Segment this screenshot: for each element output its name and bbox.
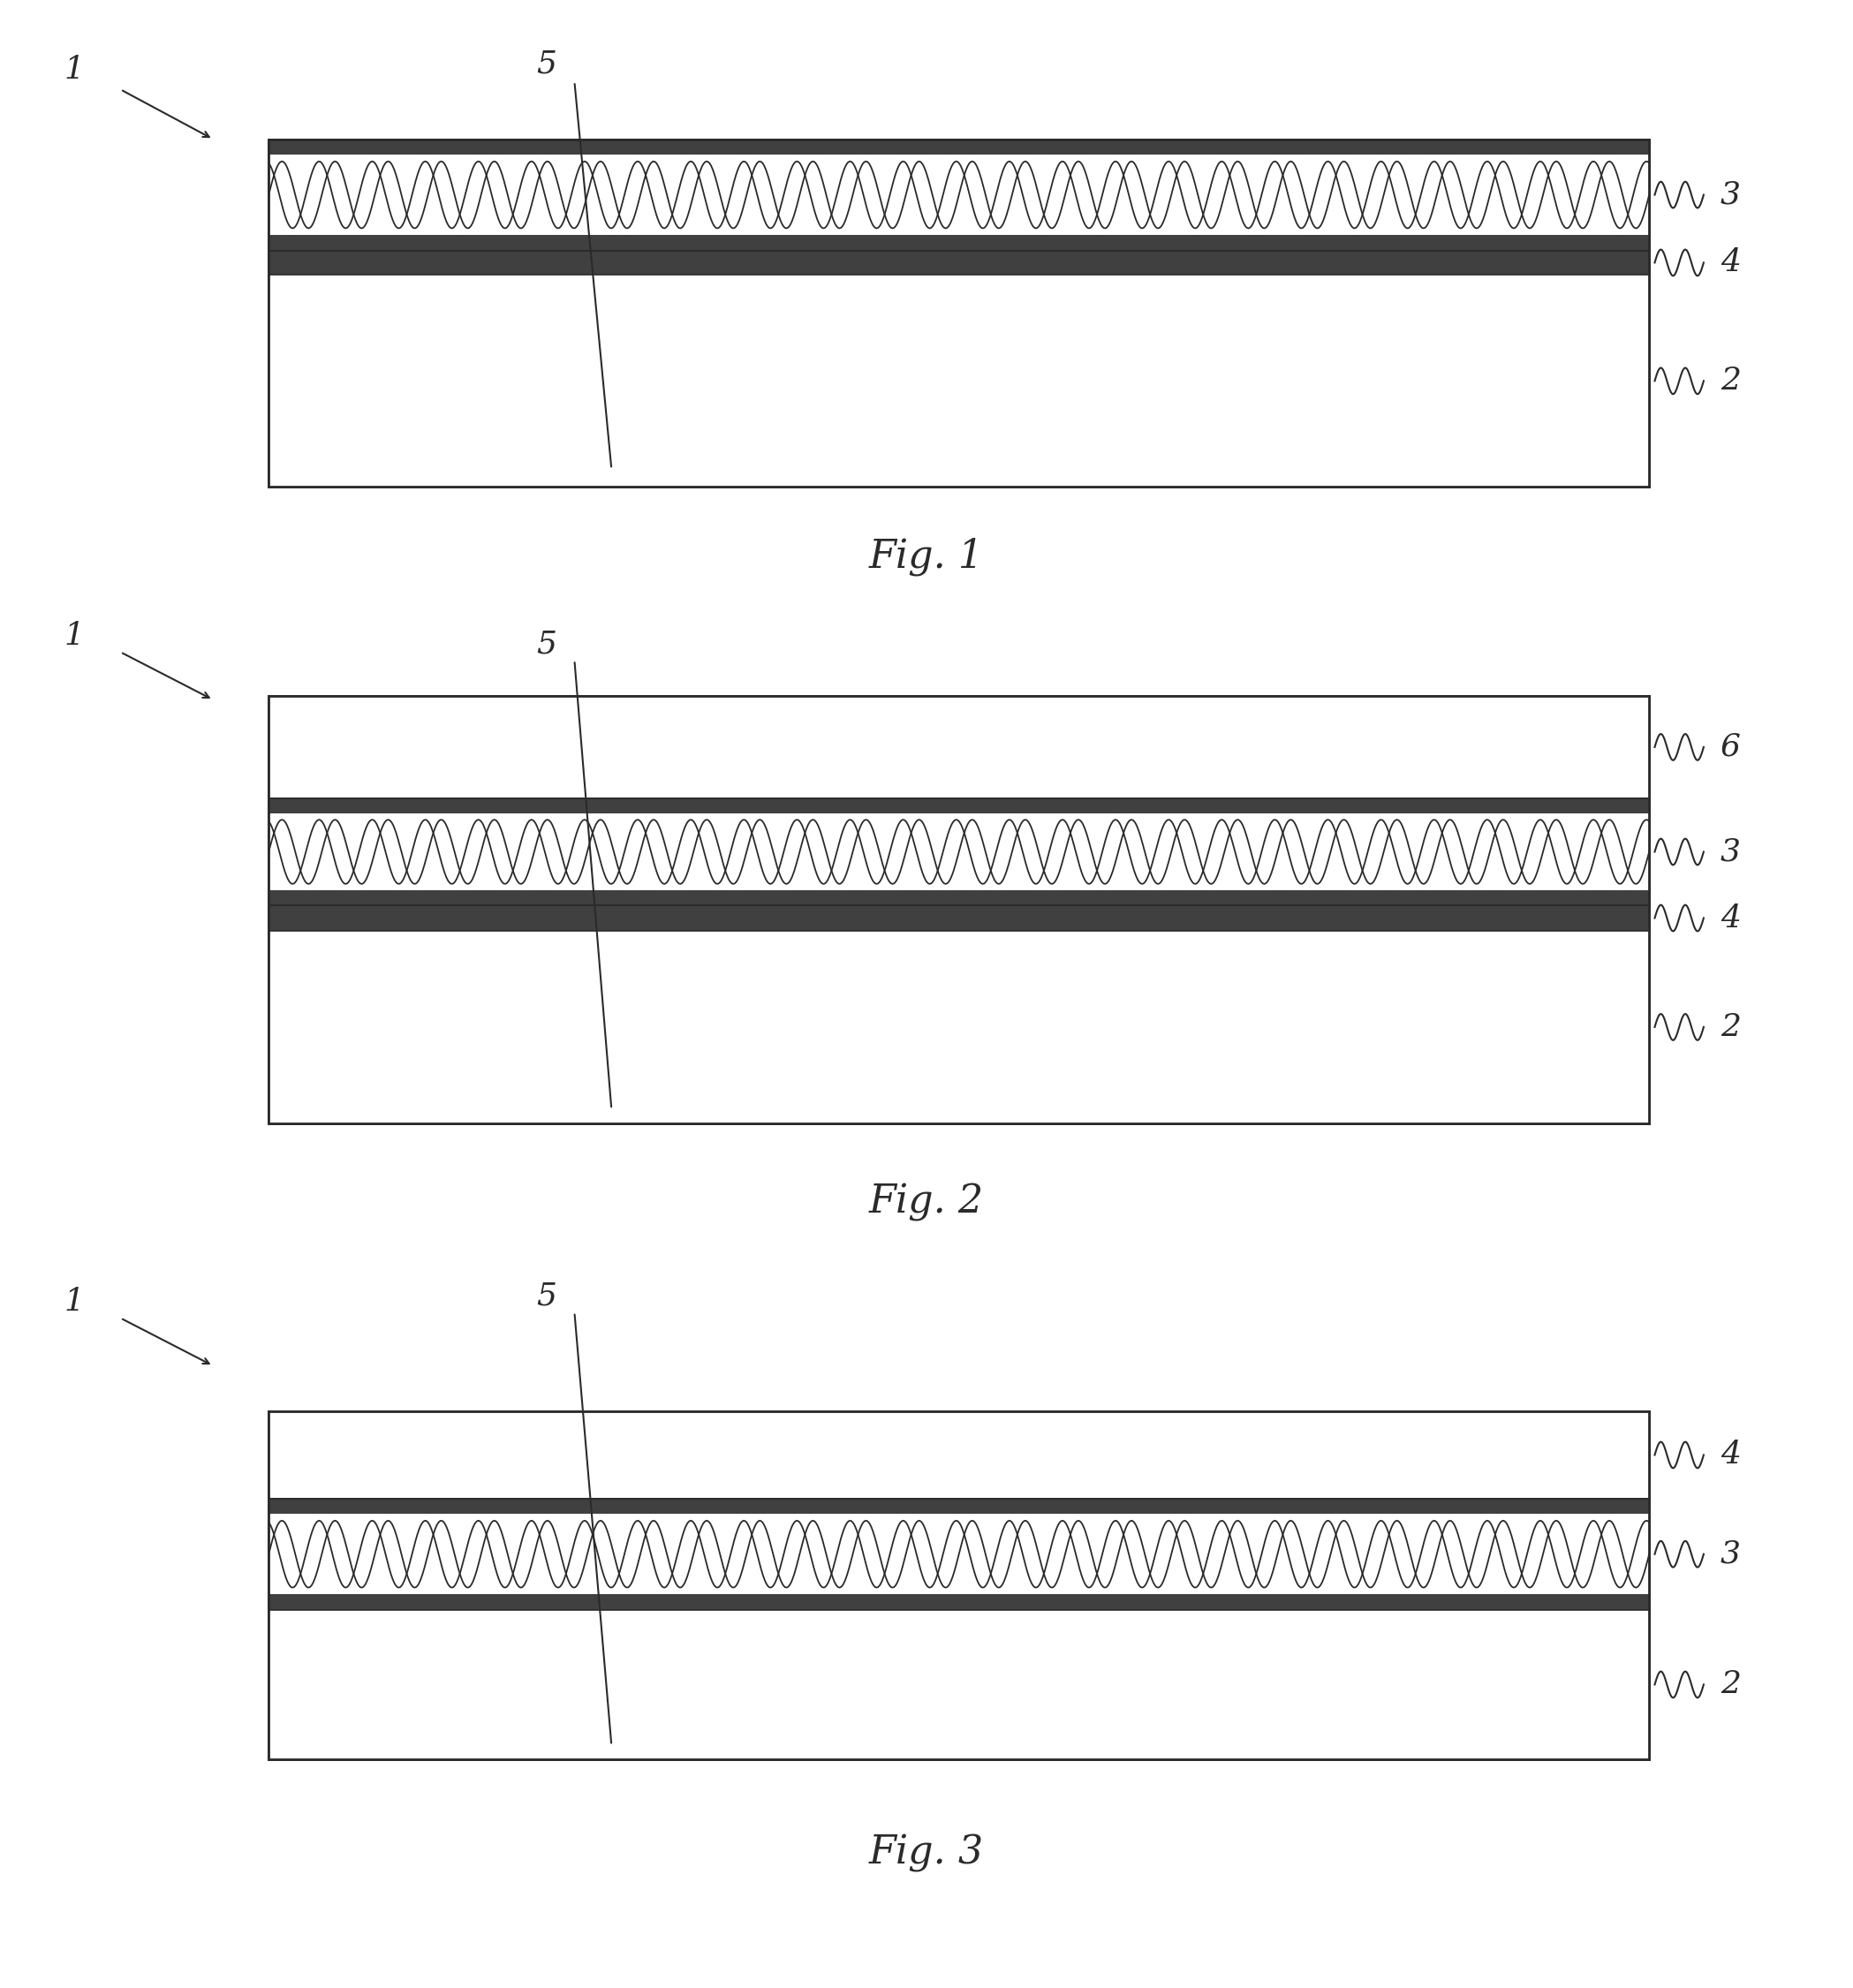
Bar bbox=[269, 250, 1649, 274]
Text: Fig. 3: Fig. 3 bbox=[869, 1833, 984, 1873]
Text: 5: 5 bbox=[537, 628, 556, 660]
Text: 2: 2 bbox=[1720, 1012, 1740, 1042]
Text: 2: 2 bbox=[1720, 366, 1740, 396]
Text: 3: 3 bbox=[1720, 1539, 1740, 1569]
Bar bbox=[269, 139, 1649, 155]
Text: Fig. 2: Fig. 2 bbox=[869, 1183, 984, 1223]
Text: 3: 3 bbox=[1720, 837, 1740, 867]
Text: 4: 4 bbox=[1720, 1439, 1740, 1469]
Bar bbox=[269, 235, 1649, 250]
Text: 6: 6 bbox=[1720, 732, 1740, 761]
Bar bbox=[269, 1610, 1649, 1759]
Bar bbox=[269, 1594, 1649, 1610]
Text: 1: 1 bbox=[65, 1286, 83, 1318]
Bar bbox=[269, 274, 1649, 487]
Bar bbox=[269, 799, 1649, 905]
Bar bbox=[269, 930, 1649, 1123]
Bar bbox=[269, 1411, 1649, 1759]
Bar bbox=[269, 139, 1649, 250]
Bar bbox=[269, 1411, 1649, 1759]
Bar bbox=[269, 891, 1649, 905]
Text: 5: 5 bbox=[537, 1280, 556, 1312]
Text: 3: 3 bbox=[1720, 179, 1740, 211]
Text: 1: 1 bbox=[65, 620, 83, 652]
Bar bbox=[269, 696, 1649, 799]
Bar bbox=[269, 1411, 1649, 1499]
Bar bbox=[269, 139, 1649, 487]
Bar bbox=[269, 905, 1649, 930]
Bar bbox=[269, 696, 1649, 1123]
Text: 2: 2 bbox=[1720, 1670, 1740, 1700]
Bar bbox=[269, 696, 1649, 1123]
Bar bbox=[269, 139, 1649, 487]
Text: 1: 1 bbox=[65, 54, 83, 85]
Text: Fig. 1: Fig. 1 bbox=[869, 537, 984, 577]
Bar bbox=[269, 1499, 1649, 1515]
Bar bbox=[269, 799, 1649, 813]
Text: 5: 5 bbox=[537, 48, 556, 80]
Bar bbox=[269, 1499, 1649, 1610]
Text: 4: 4 bbox=[1720, 903, 1740, 932]
Text: 4: 4 bbox=[1720, 248, 1740, 278]
